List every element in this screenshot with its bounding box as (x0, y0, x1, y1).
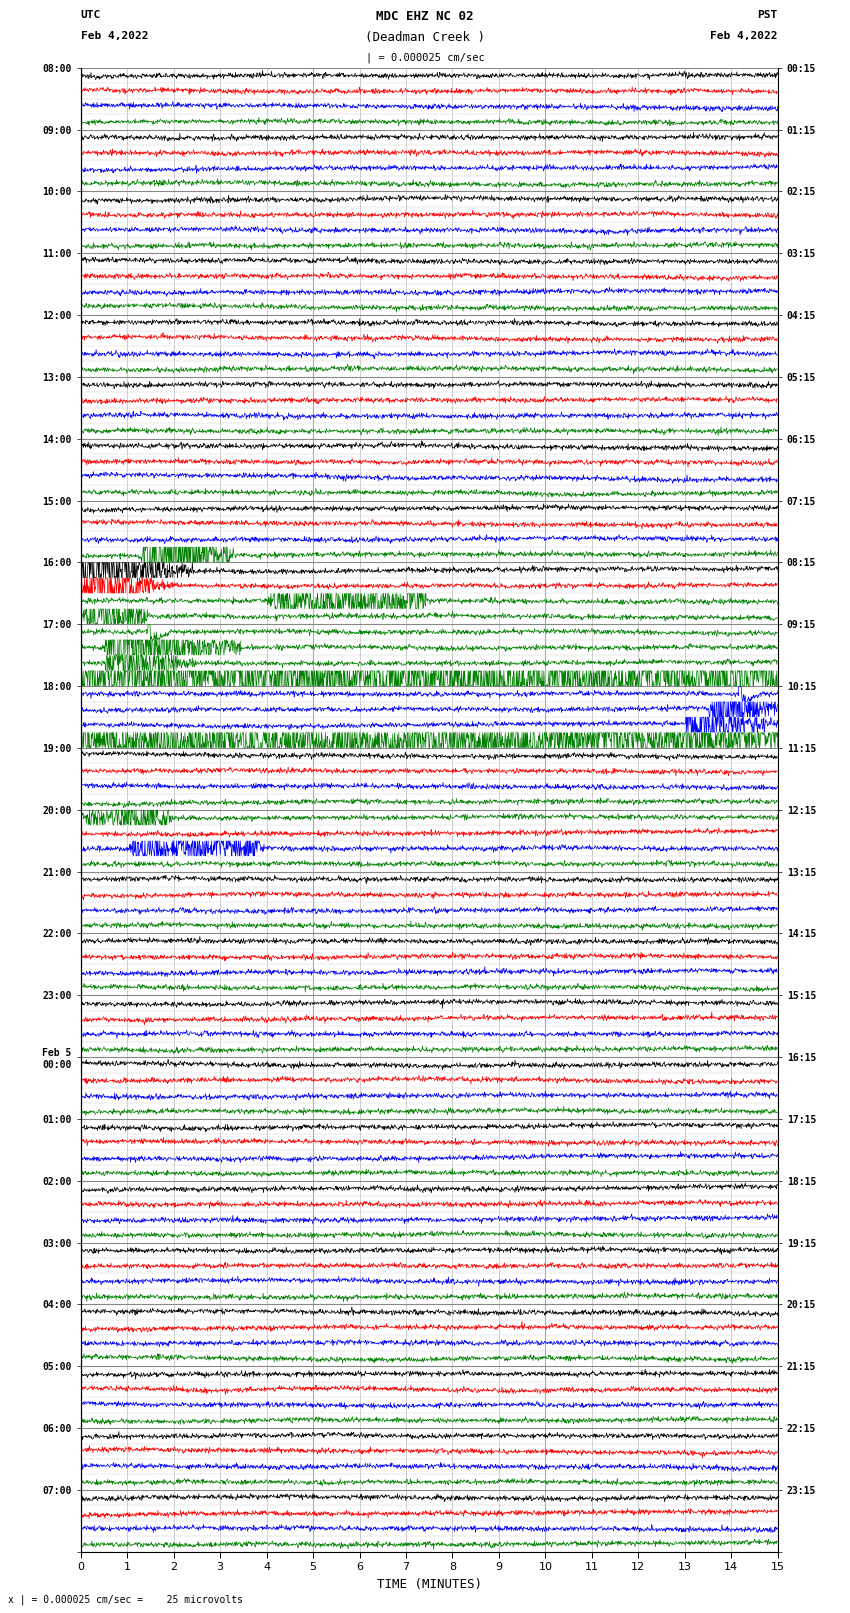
Text: (Deadman Creek ): (Deadman Creek ) (365, 31, 485, 44)
X-axis label: TIME (MINUTES): TIME (MINUTES) (377, 1578, 482, 1590)
Text: Feb 4,2022: Feb 4,2022 (711, 31, 778, 40)
Text: MDC EHZ NC 02: MDC EHZ NC 02 (377, 10, 473, 23)
Text: x | = 0.000025 cm/sec =    25 microvolts: x | = 0.000025 cm/sec = 25 microvolts (8, 1594, 243, 1605)
Text: Feb 4,2022: Feb 4,2022 (81, 31, 148, 40)
Text: | = 0.000025 cm/sec: | = 0.000025 cm/sec (366, 52, 484, 63)
Text: PST: PST (757, 10, 778, 19)
Text: UTC: UTC (81, 10, 101, 19)
